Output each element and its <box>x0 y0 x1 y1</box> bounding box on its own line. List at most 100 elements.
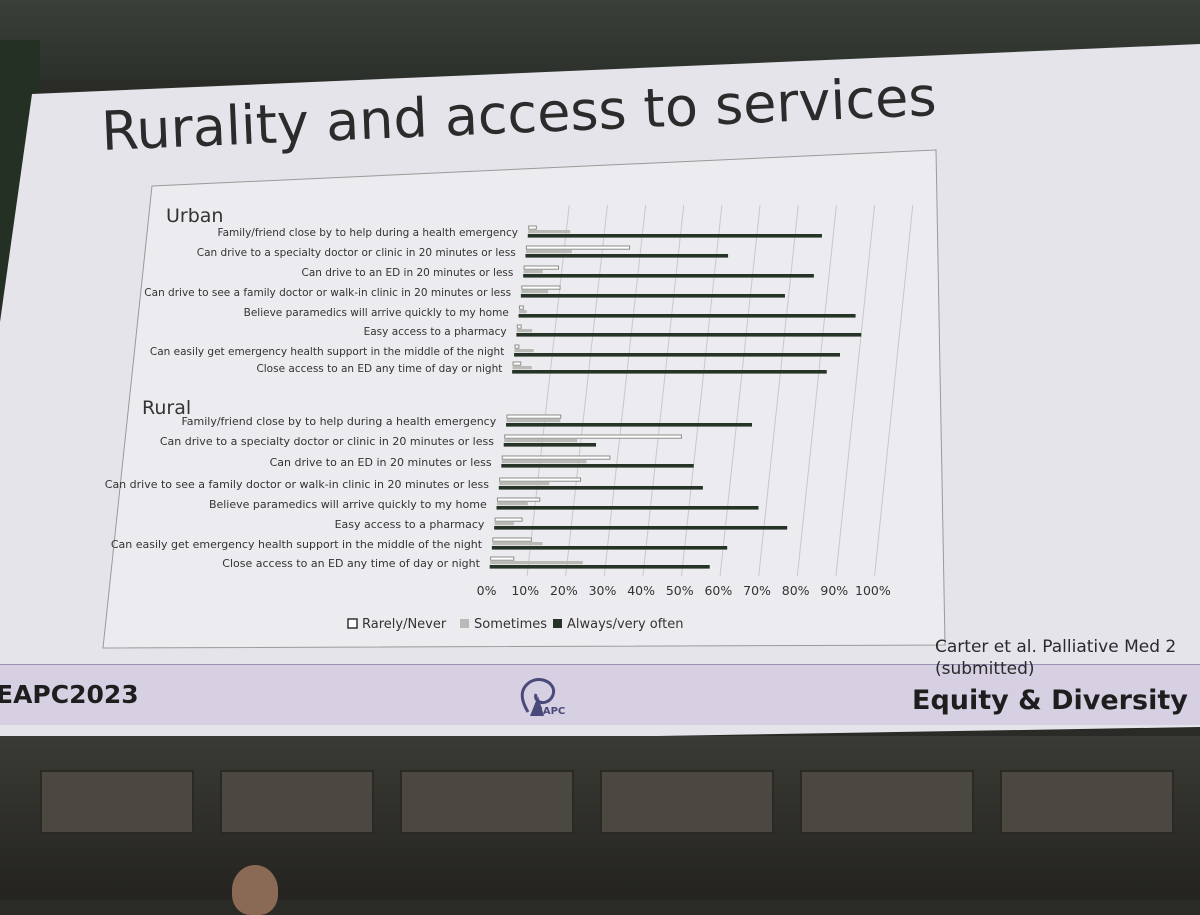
category-label: Can easily get emergency health support … <box>150 346 504 358</box>
bar-rarely-never <box>516 324 522 329</box>
category-label: Close access to an ED any time of day or… <box>222 557 480 570</box>
bar-sometimes <box>512 366 532 370</box>
bar-sometimes <box>492 542 543 546</box>
bar-sometimes <box>499 482 550 486</box>
bar-always-very-often <box>514 353 841 357</box>
bar-sometimes <box>523 270 543 274</box>
bar-sometimes <box>514 349 534 353</box>
eapc-logo-icon <box>520 677 556 716</box>
category-label: Close access to an ED any time of day or… <box>256 363 502 375</box>
bar-sometimes <box>506 419 561 423</box>
legend-swatch <box>553 619 562 628</box>
x-gridline <box>719 204 761 577</box>
legend-swatch <box>460 619 469 628</box>
bar-rarely-never <box>492 537 532 542</box>
bar-rarely-never <box>518 305 524 310</box>
bar-sometimes <box>504 439 578 443</box>
category-label: Easy access to a pharmacy <box>364 326 507 338</box>
bar-sometimes <box>528 230 571 234</box>
bar-always-very-often <box>501 464 694 468</box>
category-label: Believe paramedics will arrive quickly t… <box>244 307 509 319</box>
bar-rarely-never <box>514 344 520 349</box>
event-hashtag: EAPC2023 <box>0 680 139 709</box>
bar-always-very-often <box>527 234 822 238</box>
bar-sometimes <box>490 561 583 565</box>
bar-always-very-often <box>512 370 827 374</box>
footer-band <box>0 665 1200 725</box>
category-label: Can drive to see a family doctor or walk… <box>144 287 511 299</box>
wall-panel <box>600 770 774 834</box>
bar-always-very-often <box>518 314 856 318</box>
wall-panel <box>800 770 974 834</box>
citation-line-2: (submitted) <box>935 659 1035 679</box>
bar-rarely-never <box>496 497 541 502</box>
bar-always-very-often <box>506 423 752 427</box>
bar-always-very-often <box>489 565 710 569</box>
bar-rarely-never <box>494 517 523 522</box>
category-label: Can drive to a specialty doctor or clini… <box>197 247 516 259</box>
bar-always-very-often <box>494 526 788 530</box>
chart-area-border <box>102 149 946 649</box>
eapc-logo-label: EAPC <box>536 706 566 717</box>
legend-label: Rarely/Never <box>362 617 447 632</box>
category-label: Easy access to a pharmacy <box>335 518 485 531</box>
category-label: Family/friend close by to help during a … <box>181 415 496 428</box>
bar-rarely-never <box>512 361 522 366</box>
bar-sometimes <box>496 502 528 506</box>
category-label: Can drive to see a family doctor or walk… <box>105 478 490 491</box>
bar-always-very-often <box>498 486 703 490</box>
bar-always-very-often <box>491 546 728 550</box>
group-title: Urban <box>166 205 223 227</box>
bar-rarely-never <box>525 245 631 250</box>
category-label: Believe paramedics will arrive quickly t… <box>209 498 487 511</box>
bar-rarely-never <box>490 556 515 561</box>
bar-rarely-never <box>501 455 611 460</box>
legend-swatch <box>347 618 358 629</box>
category-label: Can drive to a specialty doctor or clini… <box>160 435 494 448</box>
legend-label: Always/very often <box>567 617 683 632</box>
x-tick-label: 60% <box>704 583 732 598</box>
wall-panel <box>220 770 374 834</box>
bar-always-very-often <box>496 506 759 510</box>
x-tick-label: 80% <box>782 583 810 598</box>
x-tick-label: 40% <box>627 583 655 598</box>
bar-always-very-often <box>525 254 729 258</box>
bar-always-very-often <box>516 333 862 337</box>
bar-always-very-often <box>503 443 597 447</box>
bar-rarely-never <box>499 477 582 482</box>
x-tick-label: 70% <box>743 583 771 598</box>
bar-rarely-never <box>528 225 537 230</box>
category-label: Can drive to an ED in 20 minutes or less <box>270 456 492 469</box>
x-gridline <box>642 204 685 577</box>
citation: Carter et al. Palliative Med 2 (submitte… <box>935 636 1176 680</box>
x-tick-label: 100% <box>855 583 891 598</box>
bar-sometimes <box>516 329 533 333</box>
bar-sometimes <box>501 460 587 464</box>
audience-member-head <box>232 865 278 915</box>
slide-tagline: Equity & Diversity <box>912 685 1188 716</box>
bar-rarely-never <box>521 285 561 290</box>
x-gridline <box>835 204 876 577</box>
citation-line-1: Carter et al. Palliative Med 2 <box>935 637 1177 657</box>
wall-panel <box>1000 770 1174 834</box>
x-gridline <box>758 204 799 577</box>
x-gridline <box>603 204 647 577</box>
category-label: Can easily get emergency health support … <box>111 538 483 551</box>
x-tick-label: 0% <box>477 583 497 598</box>
category-label: Family/friend close by to help during a … <box>218 227 519 239</box>
group-title: Rural <box>142 397 191 419</box>
wall-panel <box>40 770 194 834</box>
x-gridline <box>681 204 723 577</box>
bar-rarely-never <box>506 414 562 419</box>
x-gridline <box>874 204 914 577</box>
bar-rarely-never <box>523 265 560 270</box>
x-tick-label: 20% <box>550 583 578 598</box>
bar-sometimes <box>519 310 527 314</box>
legend-label: Sometimes <box>474 617 547 632</box>
bar-always-very-often <box>523 274 814 278</box>
x-gridline <box>565 204 608 577</box>
wall-panel <box>400 770 574 834</box>
x-gridline <box>796 204 837 577</box>
x-tick-label: 10% <box>511 583 539 598</box>
